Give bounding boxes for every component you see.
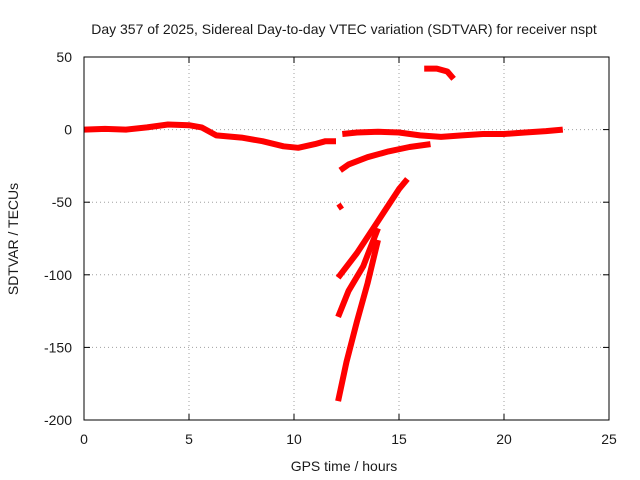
data-series [83,65,564,402]
plot-frame [83,56,610,421]
y-tick-label: -100 [44,267,72,283]
series-lower-track-b [335,227,381,319]
series-top-arc [424,65,456,81]
x-axis-label: GPS time / hours [291,458,398,474]
y-tick-label: 0 [64,122,72,138]
x-tick-label: 0 [80,431,88,447]
x-tick-label: 10 [286,431,302,447]
grid-lines [84,57,609,420]
x-tick-label: 15 [391,431,407,447]
y-axis-label: SDTVAR / TECUs [5,183,21,295]
series-lower-track-a [335,177,410,280]
series-mid-track [338,141,431,173]
x-tick-label: 20 [496,431,512,447]
y-tick-label: 50 [56,49,72,65]
y-tick-label: -150 [44,339,72,355]
chart-title: Day 357 of 2025, Sidereal Day-to-day VTE… [91,21,597,37]
axis-ticks: 0 5 10 15 20 25 -200 -150 -100 -50 0 50 [44,49,617,447]
x-tick-label: 25 [601,431,617,447]
x-tick-label: 5 [185,431,193,447]
series-dot-track [336,202,345,211]
series-upper-recovery [341,126,564,140]
series-lower-track-c [335,239,381,402]
y-tick-label: -200 [44,412,72,428]
series-main-trace [83,121,336,151]
y-tick-label: -50 [52,194,72,210]
